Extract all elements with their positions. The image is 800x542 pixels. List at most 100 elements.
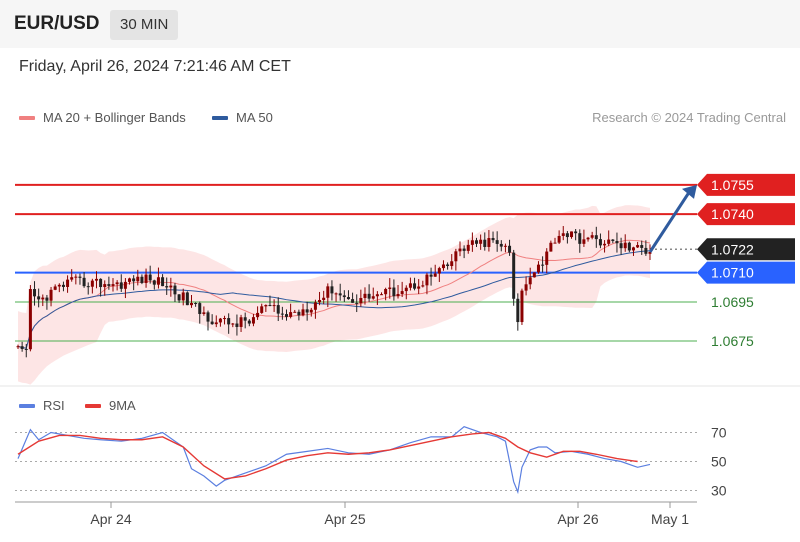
candle: [586, 237, 590, 240]
candle: [119, 282, 123, 289]
arrow-head-icon: [682, 184, 697, 199]
candle: [330, 286, 334, 294]
candle: [173, 285, 177, 295]
candle: [375, 294, 379, 297]
candle: [450, 261, 454, 267]
timeframe-button[interactable]: 30 MIN: [110, 10, 179, 40]
candle: [636, 245, 640, 248]
rsi-tick-50: 50: [711, 454, 727, 470]
candle: [322, 297, 326, 300]
candle: [86, 286, 90, 288]
ma9-swatch: [85, 403, 101, 408]
candle: [177, 294, 181, 301]
x-label-apr-24: Apr 24: [90, 511, 131, 527]
candle: [338, 293, 342, 296]
candle: [49, 289, 53, 301]
candle: [607, 239, 611, 244]
candle: [223, 318, 227, 320]
level-label-1.0695: 1.0695: [711, 294, 754, 310]
candle: [181, 292, 185, 301]
candle: [388, 287, 392, 289]
candle: [202, 312, 206, 314]
candle: [326, 286, 330, 298]
symbol-title: EUR/USD: [14, 13, 100, 34]
candle: [367, 293, 371, 299]
x-label-apr-25: Apr 25: [324, 511, 365, 527]
candle: [53, 286, 57, 290]
candle: [475, 240, 479, 244]
candle: [437, 268, 441, 274]
candle: [103, 284, 107, 288]
candle: [161, 277, 165, 287]
candle: [297, 311, 301, 316]
candle: [301, 309, 305, 316]
candle: [425, 274, 429, 286]
level-tag-1.0710: [697, 261, 795, 284]
candle: [446, 264, 450, 267]
candle: [627, 242, 631, 251]
candle: [185, 292, 189, 306]
candle: [165, 286, 169, 288]
candle: [198, 303, 202, 314]
candle: [413, 283, 417, 289]
level-tag-text-1.0755: 1.0755: [711, 177, 754, 193]
candle: [578, 233, 582, 244]
candle: [524, 284, 528, 291]
candle: [454, 251, 458, 262]
candle: [557, 235, 561, 243]
candle: [227, 318, 231, 325]
candle: [640, 245, 644, 248]
candle: [355, 302, 359, 304]
candle: [417, 286, 421, 289]
candle: [293, 311, 297, 313]
candle: [61, 284, 65, 287]
candle: [99, 278, 103, 288]
candle: [334, 293, 338, 295]
candle: [206, 312, 210, 322]
candle: [276, 305, 280, 314]
candle: [231, 323, 235, 325]
candle: [111, 284, 115, 286]
candle: [169, 285, 173, 288]
candle: [508, 245, 512, 253]
candle: [520, 290, 524, 323]
candle: [24, 348, 28, 350]
candle: [541, 264, 545, 266]
candle: [479, 239, 483, 244]
candle: [516, 298, 520, 323]
candle: [363, 293, 367, 298]
legend-9ma: 9MA: [85, 398, 136, 413]
candle: [313, 302, 317, 310]
candle: [644, 247, 648, 254]
candle: [499, 243, 503, 247]
candle: [462, 248, 466, 251]
candle: [491, 238, 495, 241]
candle: [33, 289, 37, 297]
candle: [70, 277, 74, 280]
candle: [57, 284, 61, 287]
rsi-series-rsi: [17, 426, 651, 495]
candle: [483, 239, 487, 247]
candle: [404, 287, 408, 292]
candle: [495, 240, 499, 244]
candle: [392, 287, 396, 297]
candle: [553, 242, 557, 244]
candle: [268, 305, 272, 307]
candle: [82, 277, 86, 287]
ma50-swatch: [212, 115, 228, 120]
candle: [41, 297, 45, 300]
candle: [351, 299, 355, 303]
legend-ma20-label: MA 20 + Bollinger Bands: [43, 110, 186, 125]
candle: [458, 248, 462, 252]
candle: [648, 252, 652, 254]
legend-ma50: MA 50: [212, 110, 273, 125]
candle: [156, 277, 160, 285]
candle: [512, 252, 516, 299]
candle: [565, 233, 569, 238]
bollinger-band: [18, 205, 650, 385]
candle: [611, 239, 615, 242]
credit-label: Research © 2024 Trading Central: [592, 110, 786, 125]
candle: [631, 247, 635, 251]
level-tag-text-1.0740: 1.0740: [711, 206, 754, 222]
